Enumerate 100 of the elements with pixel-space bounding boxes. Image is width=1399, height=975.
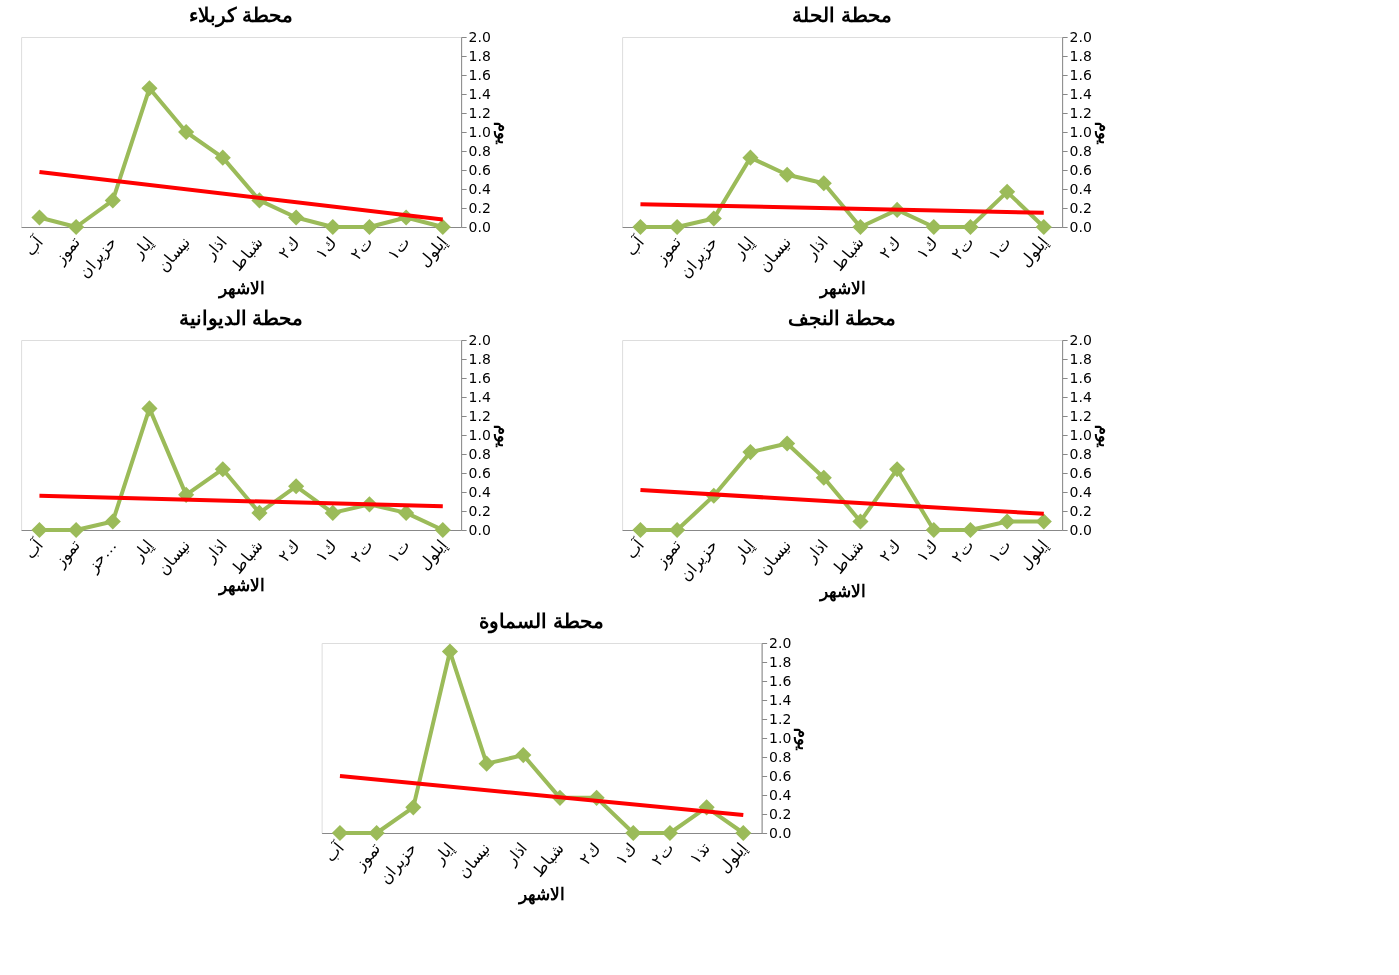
point	[178, 123, 195, 141]
x-axis-title: الاشهر	[216, 576, 265, 597]
x-tick-label: ت١	[985, 536, 1014, 567]
y-tick-label: 1.0	[769, 729, 792, 746]
x-tick-label: اذار	[200, 233, 231, 264]
point	[104, 192, 121, 209]
x-tick-label: تموز	[50, 536, 84, 572]
point	[925, 218, 942, 236]
point	[962, 218, 979, 236]
point	[434, 521, 451, 539]
x-tick-label: آب	[19, 230, 48, 260]
point	[742, 444, 759, 461]
y-tick-label: 0.2	[1069, 502, 1092, 519]
point	[31, 209, 48, 226]
point	[434, 218, 451, 236]
x-tick-label: حز…	[83, 536, 121, 576]
y-tick-label: 0.8	[468, 142, 491, 159]
x-tick-label: ت١	[384, 233, 413, 264]
point	[405, 799, 422, 816]
point	[141, 400, 158, 417]
x-tick-label: ت٢	[347, 536, 377, 567]
x-tick-label: إيلول	[1016, 536, 1052, 574]
point	[68, 218, 85, 236]
y-axis-title: يوم	[492, 424, 512, 448]
y-tick-label: 2.0	[1069, 28, 1092, 45]
y-tick-label: 1.6	[468, 369, 491, 386]
x-axis-title: الاشهر	[216, 279, 265, 300]
x-tick-label: ك٢	[275, 233, 303, 262]
x-tick-label: تذ١	[686, 839, 714, 867]
y-tick-label: 1.8	[1069, 47, 1092, 64]
x-tick-label: آب	[19, 533, 48, 563]
y-tick-label: 1.8	[468, 47, 491, 64]
y-tick-label: 1.6	[1069, 369, 1092, 386]
chart-title: محطة الحلة	[792, 4, 892, 26]
y-tick-label: 0.4	[1069, 483, 1092, 500]
y-tick-label: 2.0	[769, 634, 792, 651]
y-tick-label: 0.0	[769, 824, 792, 841]
y-tick-label: 0.2	[1069, 199, 1092, 216]
x-tick-label: ت٢	[648, 839, 677, 870]
point	[515, 747, 532, 764]
point	[815, 469, 832, 486]
x-tick-label: ك١	[312, 233, 340, 262]
point	[669, 521, 686, 539]
point	[141, 80, 158, 97]
point	[999, 183, 1016, 200]
x-tick-label: إيلول	[415, 233, 451, 271]
y-tick-label: 1.6	[468, 66, 491, 83]
point	[889, 461, 906, 478]
y-axis-title: يوم	[492, 121, 512, 145]
x-tick-label: إيلول	[1016, 233, 1052, 271]
x-tick-label: تموز	[350, 839, 385, 875]
x-tick-label: تموز	[651, 233, 685, 269]
y-tick-label: 0.4	[468, 483, 491, 500]
point	[1035, 513, 1052, 530]
x-tick-label: إيار	[128, 233, 157, 263]
y-tick-label: 0.4	[468, 180, 491, 197]
x-tick-label: إيار	[729, 536, 758, 566]
x-tick-label: ت١	[985, 233, 1014, 264]
x-tick-label: شباط	[529, 839, 567, 880]
point	[214, 461, 231, 478]
x-tick-label: اذار	[801, 233, 832, 264]
chart-title: محطة السماوة	[479, 610, 604, 634]
chart-title: محطة النجف	[787, 307, 897, 329]
y-tick-label: 0.4	[1069, 180, 1092, 197]
point	[852, 513, 869, 530]
point	[288, 478, 305, 495]
y-tick-label: 1.8	[468, 350, 491, 367]
point	[361, 218, 378, 236]
x-axis-title: الاشهر	[817, 279, 866, 300]
point	[368, 824, 385, 842]
x-tick-label: ك٢	[576, 839, 604, 868]
y-tick-label: 0.2	[468, 502, 491, 519]
point	[735, 824, 752, 842]
point	[742, 149, 759, 166]
y-tick-label: 1.2	[1069, 104, 1092, 121]
y-axis-title: يوم	[1093, 424, 1113, 448]
y-tick-label: 1.4	[769, 691, 792, 708]
y-tick-label: 0.2	[769, 805, 792, 822]
y-tick-label: 1.0	[468, 426, 491, 443]
x-tick-label: آب	[620, 230, 649, 260]
point	[478, 755, 495, 772]
y-tick-label: 0.8	[769, 748, 792, 765]
x-axis-title: الاشهر	[817, 582, 866, 603]
x-tick-label: ك١	[913, 233, 941, 262]
x-tick-label: إيلول	[415, 536, 451, 574]
y-tick-label: 0.8	[1069, 142, 1092, 159]
x-tick-label: ك١	[312, 536, 340, 565]
y-tick-label: 0.6	[1069, 464, 1092, 481]
point	[288, 209, 305, 226]
x-tick-label: ك٢	[876, 536, 904, 565]
y-tick-label: 1.0	[1069, 426, 1092, 443]
x-tick-label: اذار	[200, 536, 231, 567]
y-tick-label: 1.2	[769, 710, 792, 727]
y-tick-label: 0.6	[1069, 161, 1092, 178]
x-axis-title: الاشهر	[517, 885, 566, 906]
x-tick-label: تموز	[50, 233, 84, 269]
y-tick-label: 1.4	[468, 388, 491, 405]
y-tick-label: 2.0	[468, 331, 491, 348]
y-tick-label: 0.6	[769, 767, 792, 784]
y-tick-label: 1.6	[1069, 66, 1092, 83]
